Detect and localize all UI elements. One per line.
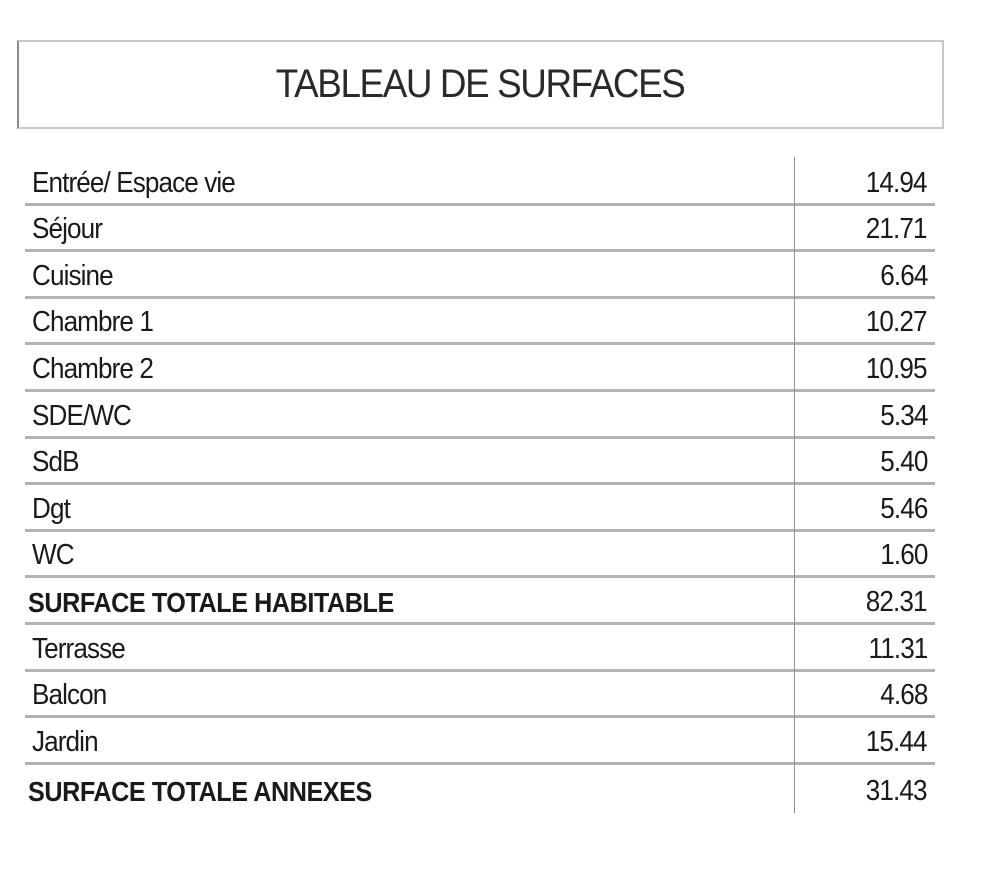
room-label: Dgt (32, 492, 71, 525)
title-box: TABLEAU DE SURFACES (17, 40, 944, 129)
room-label: SdB (32, 446, 80, 479)
room-label: SDE/WC (32, 399, 132, 432)
table-row: Jardin 15.44 (25, 718, 935, 765)
room-label: Séjour (32, 213, 103, 246)
surfaces-table: Entrée/ Espace vie 14.94 Séjour 21.71 Cuisin… (25, 159, 935, 811)
table-row: Séjour 21.71 (25, 206, 935, 253)
surface-value: 10.27 (866, 306, 928, 339)
table-row: Balcon 4.68 (25, 672, 935, 719)
table-row: Chambre 1 10.27 (25, 299, 935, 346)
room-label: Cuisine (32, 259, 114, 292)
room-label: SURFACE TOTALE HABITABLE (28, 586, 394, 618)
surface-value: 5.34 (879, 399, 928, 432)
room-label: WC (32, 539, 75, 572)
surface-value: 5.46 (879, 492, 928, 525)
surface-value: 6.64 (879, 259, 928, 292)
room-label: Chambre 1 (32, 306, 154, 339)
table-row: SdB 5.40 (25, 439, 935, 486)
room-label: SURFACE TOTALE ANNEXES (28, 776, 372, 808)
column-divider (794, 157, 795, 813)
page-title: TABLEAU DE SURFACES (276, 62, 686, 106)
room-label: Jardin (32, 725, 99, 758)
surface-value: 21.71 (866, 213, 928, 246)
table-row: Cuisine 6.64 (25, 252, 935, 299)
table-row: SDE/WC 5.34 (25, 392, 935, 439)
surface-value: 31.43 (866, 775, 928, 808)
total-row: SURFACE TOTALE ANNEXES 31.43 (25, 765, 935, 812)
room-label: Terrasse (32, 632, 126, 665)
surface-value: 82.31 (866, 585, 928, 618)
room-label: Balcon (32, 679, 107, 712)
table-row: WC 1.60 (25, 532, 935, 579)
room-label: Entrée/ Espace vie (32, 166, 236, 199)
surface-value: 15.44 (866, 725, 928, 758)
table-row: Terrasse 11.31 (25, 625, 935, 672)
table-row: Entrée/ Espace vie 14.94 (25, 159, 935, 206)
table-row: Dgt 5.46 (25, 485, 935, 532)
surface-value: 5.40 (879, 446, 928, 479)
surface-value: 1.60 (879, 539, 928, 572)
table-row: Chambre 2 10.95 (25, 345, 935, 392)
room-label: Chambre 2 (32, 352, 154, 385)
surface-value: 4.68 (879, 679, 928, 712)
surface-value: 10.95 (866, 352, 928, 385)
surface-value: 11.31 (868, 632, 928, 665)
surface-value: 14.94 (866, 166, 928, 199)
total-row: SURFACE TOTALE HABITABLE 82.31 (25, 578, 935, 625)
